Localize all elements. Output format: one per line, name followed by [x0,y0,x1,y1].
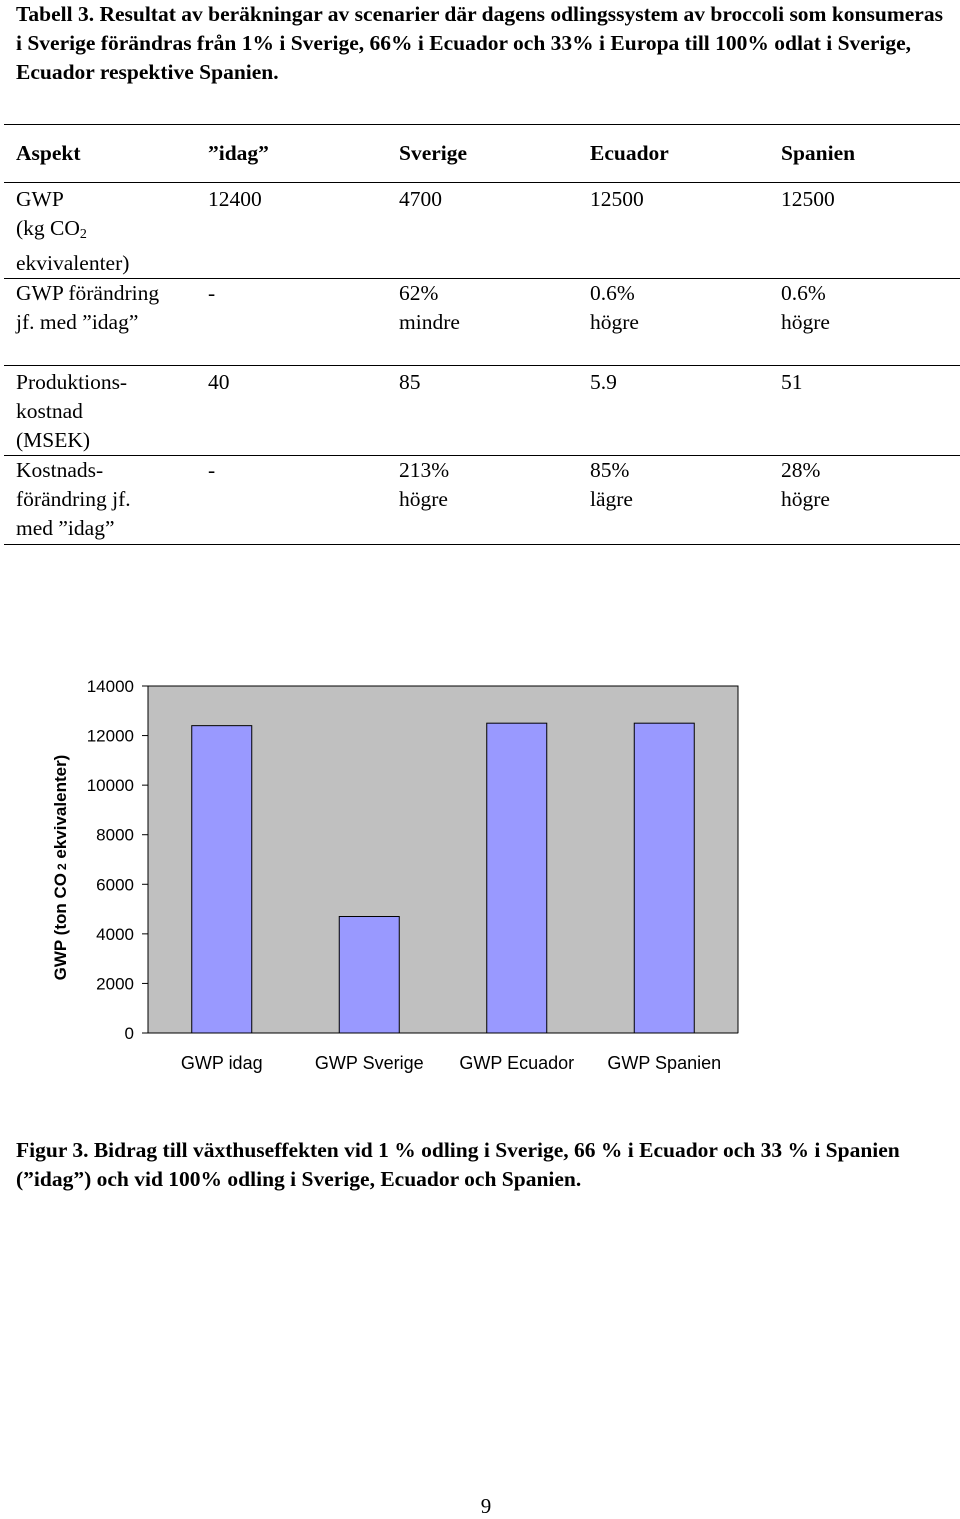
table-header-row: Aspekt ”idag” Sverige Ecuador Spanien [4,124,960,183]
table-cell: - [196,278,387,366]
y-tick-label: 10000 [87,776,134,795]
x-tick-label: GWP idag [181,1053,263,1073]
row-label-gwp-change: GWP förändring jf. med ”idag” [4,278,196,366]
table-cell: 4700 [387,182,578,279]
figure-caption: Figur 3. Bidrag till växthuseffekten vid… [16,1138,900,1191]
table-cell: 12400 [196,182,387,279]
table-row-cost-change: Kostnads- förändring jf. med ”idag” - 21… [4,455,960,545]
table-row-gwp-change: GWP förändring jf. med ”idag” - 62% mind… [4,278,960,366]
table-caption: Tabell 3. Resultat av beräkningar av sce… [16,2,943,84]
table-cell: 5.9 [578,365,769,456]
bar-gwp-spanien [633,722,695,1034]
table-cell: 62% mindre [387,278,578,366]
row-label-cost: Produktions- kostnad (MSEK) [4,365,196,456]
x-tick-labels: GWP idag GWP Sverige GWP Ecuador GWP Spanie… [181,1053,721,1073]
table-cell: 85% lägre [578,455,769,545]
table-cell: 12500 [578,182,769,279]
table-cell: 213% högre [387,455,578,545]
header-idag: ”idag” [196,124,387,183]
bar-gwp-idag [191,725,253,1034]
y-tick-label: 12000 [87,727,134,746]
results-table: Aspekt ”idag” Sverige Ecuador Spanien GW… [4,124,960,545]
table-row-cost: Produktions- kostnad (MSEK) 40 85 5.9 51 [4,365,960,456]
header-aspekt: Aspekt [4,124,196,183]
table-cell: 85 [387,365,578,456]
y-tick-label: 6000 [96,875,134,894]
table-cell: - [196,455,387,545]
table-cell: 51 [769,365,960,456]
header-sverige: Sverige [387,124,578,183]
y-tick-label: 2000 [96,974,134,993]
row-label-gwp: GWP (kg CO2 ekvivalenter) [4,182,196,279]
x-tick-label: GWP Spanien [607,1053,721,1073]
header-spanien: Spanien [769,124,960,183]
table-cell: 40 [196,365,387,456]
page-number: 9 [480,1494,492,1518]
y-axis-label: GWP (ton CO2 ekvivalenter) [51,755,70,981]
row-label-cost-change: Kostnads- förändring jf. med ”idag” [4,455,196,545]
y-ticks: 0 2000 4000 6000 8000 10000 12000 14000 [87,677,148,1043]
table-cell: 12500 [769,182,960,279]
plot-border [148,685,739,1033]
table-cell: 0.6% högre [769,278,960,366]
bar-gwp-ecuador [486,722,548,1034]
table-cell: 0.6% högre [578,278,769,366]
bar-gwp-sverige [338,916,400,1034]
x-tick-label: GWP Ecuador [459,1053,574,1073]
y-tick-label: 0 [125,1024,134,1043]
table-row-gwp: GWP (kg CO2 ekvivalenter) 12400 4700 125… [4,182,960,279]
gwp-bar-chart: 0 2000 4000 6000 8000 10000 12000 14000 GWP ida… [51,677,739,1073]
header-ecuador: Ecuador [578,124,769,183]
y-tick-label: 8000 [96,826,134,845]
table-cell: 28% högre [769,455,960,545]
bars [191,722,695,1034]
y-tick-label: 4000 [96,925,134,944]
x-tick-label: GWP Sverige [315,1053,424,1073]
y-tick-label: 14000 [87,677,134,696]
